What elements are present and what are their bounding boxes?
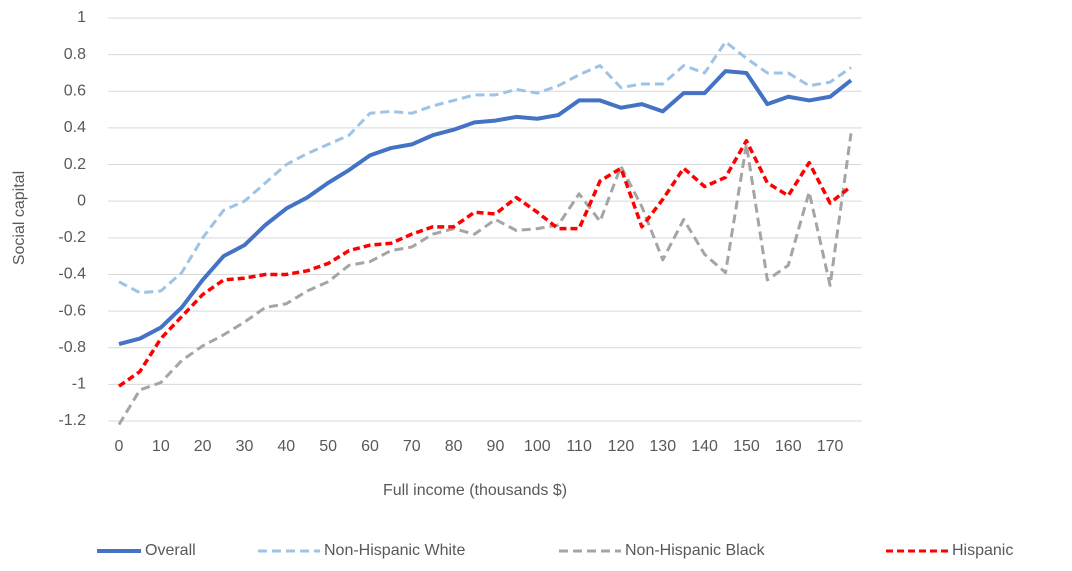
x-tick-label: 20 xyxy=(194,438,212,455)
y-axis-title: Social capital xyxy=(11,171,28,265)
x-tick-label: 110 xyxy=(566,438,592,455)
x-axis-title: Full income (thousands $) xyxy=(383,482,567,499)
x-tick-label: 60 xyxy=(361,438,379,455)
x-tick-label: 80 xyxy=(445,438,463,455)
series-line xyxy=(117,138,853,388)
legend-label: Non-Hispanic White xyxy=(324,542,465,559)
x-tick-label: 0 xyxy=(115,438,124,455)
y-tick-label: -0.2 xyxy=(58,229,86,246)
y-tick-label: -1 xyxy=(72,376,86,393)
y-tick-label: 0 xyxy=(77,192,86,209)
x-tick-label: 150 xyxy=(733,438,760,455)
y-tick-label: 0.2 xyxy=(64,156,86,173)
x-tick-label: 70 xyxy=(403,438,421,455)
x-tick-label: 140 xyxy=(691,438,718,455)
y-tick-label: -0.8 xyxy=(58,339,86,356)
y-tick-label: -0.4 xyxy=(58,266,86,283)
y-tick-label: 0.6 xyxy=(64,82,86,99)
y-tick-label: -1.2 xyxy=(58,412,86,429)
x-tick-label: 170 xyxy=(817,438,844,455)
x-tick-label: 120 xyxy=(608,438,635,455)
x-tick-label: 130 xyxy=(649,438,676,455)
y-tick-label: 1 xyxy=(77,9,86,26)
legend-label: Overall xyxy=(145,542,196,559)
series-line xyxy=(118,40,852,295)
x-tick-label: 100 xyxy=(524,438,551,455)
y-tick-label: 0.4 xyxy=(64,119,86,136)
x-tick-label: 90 xyxy=(487,438,505,455)
x-tick-label: 160 xyxy=(775,438,802,455)
series-line xyxy=(117,133,853,426)
legend-label: Hispanic xyxy=(952,542,1013,559)
x-tick-label: 50 xyxy=(319,438,337,455)
y-tick-label: 0.8 xyxy=(64,46,86,63)
series-line xyxy=(118,69,853,346)
y-tick-label: -0.6 xyxy=(58,302,86,319)
x-tick-label: 10 xyxy=(152,438,170,455)
legend-label: Non-Hispanic Black xyxy=(625,542,766,559)
x-tick-label: 30 xyxy=(236,438,254,455)
x-tick-label: 40 xyxy=(277,438,295,455)
